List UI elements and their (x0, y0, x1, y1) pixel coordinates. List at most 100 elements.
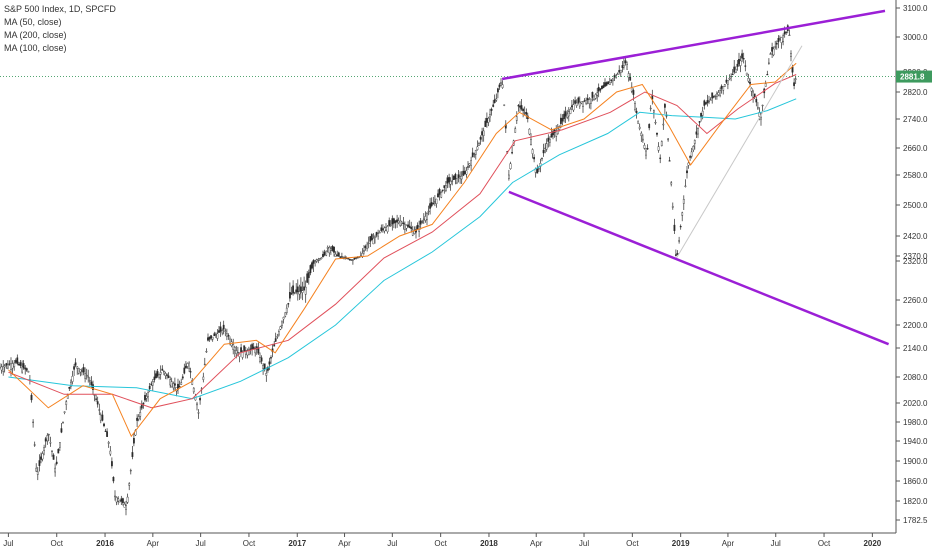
price-candle-body (649, 107, 652, 110)
price-candle-body (769, 53, 772, 55)
price-candle-body (289, 292, 291, 299)
price-candle-body (178, 386, 181, 388)
price-candle-body (46, 435, 49, 442)
price-candle-body (251, 344, 253, 350)
price-candle-body (0, 366, 3, 371)
price-candle-body (196, 403, 198, 406)
price-candle-body (103, 423, 105, 427)
y-tick-label: 2200.0 (903, 321, 928, 330)
price-candle-body (166, 374, 168, 376)
price-candle-body (747, 78, 750, 82)
price-candle-body (782, 35, 785, 42)
price-candle-body (590, 98, 592, 104)
price-candle-body (474, 149, 477, 155)
price-candle-body (337, 252, 340, 257)
price-candle-body (128, 483, 131, 486)
price-candle-body (144, 395, 146, 401)
price-candle-body (498, 84, 501, 88)
price-candle-body (654, 121, 657, 124)
price-candle-body (394, 220, 397, 223)
price-candle-body (602, 85, 605, 88)
price-candle-body (605, 82, 608, 86)
price-candle-body (366, 244, 368, 249)
price-candle-body (482, 130, 485, 136)
price-candle-body (153, 376, 156, 380)
price-candle-body (552, 131, 554, 136)
price-candle-body (90, 381, 93, 386)
price-candle-body (207, 337, 209, 341)
x-tick-label: 2016 (96, 539, 114, 548)
price-candle-body (132, 438, 135, 444)
price-candle-body (189, 371, 192, 373)
price-candle-body (270, 357, 272, 359)
price-candle-body (54, 467, 57, 473)
price-candle-body (355, 257, 357, 259)
y-tick-label: 2320.0 (903, 257, 928, 266)
price-candle-body (69, 382, 72, 387)
price-candle-body (216, 333, 219, 339)
y-tick-label: 2660.0 (903, 144, 928, 153)
price-candle-body (460, 175, 463, 180)
price-candle-body (684, 185, 687, 187)
y-tick-label: 2420.0 (903, 232, 928, 241)
price-candle-body (692, 145, 695, 151)
price-candle-body (667, 138, 670, 141)
price-candle-body (27, 371, 30, 373)
price-candle-body (14, 360, 17, 363)
price-candle-body (695, 131, 698, 135)
price-candle-body (262, 365, 264, 369)
price-candle-body (161, 368, 164, 371)
price-candle-body (404, 223, 406, 230)
price-candle-body (764, 83, 767, 87)
price-candle-body (19, 362, 22, 366)
legend-ma50: MA (50, close) (4, 17, 62, 27)
price-candle-body (638, 126, 641, 129)
trendlines[interactable] (501, 9, 890, 346)
price-candle-body (772, 48, 775, 56)
price-candle-body (449, 181, 452, 185)
price-candle-body (318, 258, 321, 261)
price-candle-body (385, 226, 387, 231)
price-candle-body (711, 92, 714, 99)
price-candle-body (281, 321, 283, 326)
price-candle-body (703, 100, 706, 106)
price-candle-body (508, 174, 510, 179)
price-candle-body (317, 259, 320, 261)
price-candle-body (236, 352, 239, 355)
y-tick-label: 2500.0 (903, 201, 928, 210)
price-candle-body (361, 253, 364, 257)
price-candle-body (701, 110, 704, 116)
price-candle-body (489, 114, 491, 118)
price-candle-body (538, 168, 540, 170)
price-candle-body (430, 202, 433, 207)
price-candle-body (235, 350, 238, 354)
price-candle-body (92, 384, 94, 390)
price-candle-body (304, 286, 307, 295)
price-candle-body (145, 396, 148, 399)
price-candle-body (525, 111, 528, 115)
price-candle-body (571, 105, 573, 108)
price-candle-body (259, 357, 261, 362)
price-candle-body (260, 357, 263, 362)
price-candle-body (484, 120, 487, 127)
price-candle-body (203, 363, 206, 366)
y-tick-label: 1980.0 (903, 418, 928, 427)
price-candle-body (624, 60, 627, 64)
price-candle-body (374, 236, 376, 238)
price-candle-body (700, 112, 703, 117)
price-candle-body (159, 372, 162, 375)
price-candle-body (446, 177, 449, 184)
price-candle-body (110, 461, 113, 467)
price-candle-body (545, 143, 548, 150)
price-candle-body (514, 128, 517, 133)
price-candle-body (657, 146, 660, 151)
price-candle-body (16, 357, 19, 364)
price-candle-body (714, 95, 717, 97)
price-candle-body (353, 258, 356, 260)
price-candle-body (60, 428, 63, 433)
price-candle-body (73, 366, 76, 370)
price-candle-body (785, 31, 788, 33)
price-candle-body (716, 93, 718, 97)
price-candle-body (139, 412, 142, 417)
